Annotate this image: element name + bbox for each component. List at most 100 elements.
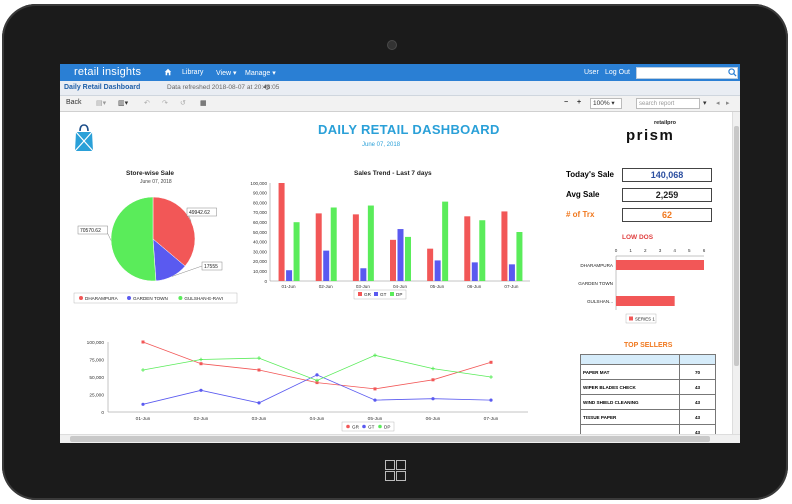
search-options-icon[interactable]: ▾ xyxy=(703,100,707,107)
logout-link[interactable]: Log Out xyxy=(605,69,630,76)
pie-title: Store-wise Sale xyxy=(126,170,175,177)
zoom-select[interactable]: 100% ▾ xyxy=(590,98,622,109)
bar-gr[interactable] xyxy=(390,239,396,281)
horizontal-scroll-thumb[interactable] xyxy=(70,436,710,442)
dashboard-canvas: DAILY RETAIL DASHBOARD June 07, 2018 ret… xyxy=(60,112,732,440)
legend-label: GR xyxy=(352,425,360,430)
seller-qty: 43 xyxy=(679,394,716,410)
report-search-input[interactable]: search report xyxy=(636,98,700,109)
horizontal-scrollbar[interactable] xyxy=(60,434,740,443)
undo-icon[interactable]: ↶ xyxy=(144,100,150,107)
line-point[interactable] xyxy=(489,398,493,402)
seller-qty: 43 xyxy=(679,379,716,395)
line-point[interactable] xyxy=(431,397,435,401)
line-point[interactable] xyxy=(315,378,319,383)
bar-gt[interactable] xyxy=(434,260,441,281)
pie-slice[interactable] xyxy=(110,196,157,282)
redo-icon[interactable]: ↷ xyxy=(162,100,168,107)
legend-label: DP xyxy=(384,425,390,430)
store-wise-pie-chart: 49942.62 17555 70570.62 DHARAMPURA GARDEN TO… xyxy=(73,196,238,304)
vertical-scroll-thumb[interactable] xyxy=(734,126,739,366)
low-dos-bar[interactable] xyxy=(616,296,675,306)
user-menu[interactable]: User xyxy=(584,69,599,76)
line-point[interactable] xyxy=(199,357,203,362)
line-point[interactable] xyxy=(373,398,377,402)
x-tick-label: 01-Jun xyxy=(282,284,296,289)
bar-gt[interactable] xyxy=(286,270,293,281)
line-point[interactable] xyxy=(257,368,261,372)
refresh-icon[interactable]: ⟲ xyxy=(263,83,270,92)
low-dos-bar[interactable] xyxy=(616,260,704,270)
line-point[interactable] xyxy=(431,366,435,371)
x-tick-label: 0 xyxy=(615,248,618,253)
line-point[interactable] xyxy=(315,381,319,385)
sales-trend-bar-chart: 0 10,000 20,000 30,000 40,000 50,000 60,000 70,… xyxy=(250,181,530,300)
bar-gr[interactable] xyxy=(278,183,285,281)
line-point[interactable] xyxy=(373,387,377,391)
bar-gt[interactable] xyxy=(471,262,478,281)
bar-dp[interactable] xyxy=(479,220,486,281)
line-point[interactable] xyxy=(199,388,203,392)
legend-label: GT xyxy=(380,292,387,297)
legend-marker xyxy=(358,292,362,296)
table-header-cell xyxy=(679,354,716,365)
reset-icon[interactable]: ↺ xyxy=(180,100,186,107)
bar-gr[interactable] xyxy=(315,213,322,281)
vertical-scrollbar[interactable] xyxy=(732,112,740,434)
line-point[interactable] xyxy=(257,401,261,405)
search-icon[interactable] xyxy=(728,68,737,77)
dashboard-date: June 07, 2018 xyxy=(362,142,401,148)
bar-gt[interactable] xyxy=(397,229,404,281)
line-point[interactable] xyxy=(431,378,435,382)
bar-gt[interactable] xyxy=(508,264,515,281)
bar-dp[interactable] xyxy=(405,236,411,281)
bar-dp[interactable] xyxy=(367,205,374,281)
table-header-row xyxy=(580,354,716,365)
global-search-input[interactable] xyxy=(636,67,738,79)
line-point[interactable] xyxy=(373,353,377,358)
bar-dp[interactable] xyxy=(442,201,449,281)
export-icon[interactable]: ▥▾ xyxy=(118,100,129,107)
home-icon[interactable] xyxy=(164,68,172,76)
bar-gt[interactable] xyxy=(360,268,367,281)
prev-result-icon[interactable]: ◂ xyxy=(716,100,720,107)
bar-gr[interactable] xyxy=(501,211,508,281)
line-point[interactable] xyxy=(141,340,145,344)
y-tick-label: 75,000 xyxy=(89,357,104,363)
y-tick-label: 70,000 xyxy=(253,210,267,215)
save-icon[interactable]: ▤▾ xyxy=(96,100,107,107)
shopping-bag-icon xyxy=(74,124,94,152)
nav-manage[interactable]: Manage ▾ xyxy=(245,70,276,77)
y-tick-label: 50,000 xyxy=(253,230,267,235)
back-button[interactable]: Back xyxy=(66,99,82,106)
report-search-placeholder: search report xyxy=(639,101,675,107)
bar-gr[interactable] xyxy=(352,214,359,281)
nav-library[interactable]: Library xyxy=(182,69,204,76)
report-toolbar: Back ▤▾ ▥▾ ↶ ↷ ↺ ▦ − + 100% ▾ search rep… xyxy=(60,96,740,112)
y-tick-label: GULSHAN... xyxy=(587,299,613,304)
zoom-in-button[interactable]: + xyxy=(577,99,582,106)
table-row: WIPER BLADES CHECK 43 xyxy=(580,379,716,395)
nav-view[interactable]: View ▾ xyxy=(216,70,237,77)
line-point[interactable] xyxy=(315,373,319,377)
next-result-icon[interactable]: ▸ xyxy=(726,100,730,107)
bar-gr[interactable] xyxy=(464,216,471,281)
calendar-icon[interactable]: ▦ xyxy=(200,100,207,107)
pie-label-box xyxy=(201,261,223,271)
line-point[interactable] xyxy=(489,375,493,379)
line-point[interactable] xyxy=(257,356,261,360)
bar-gr[interactable] xyxy=(427,248,434,281)
bar-dp[interactable] xyxy=(293,222,300,281)
table-row: TISSUE PAPER 43 xyxy=(580,409,716,425)
bar-dp[interactable] xyxy=(330,207,337,282)
line-point[interactable] xyxy=(199,362,203,366)
zoom-out-button[interactable]: − xyxy=(564,99,569,106)
y-tick-label: 30,000 xyxy=(253,249,267,254)
windows-logo-icon[interactable] xyxy=(385,460,407,482)
bar-dp[interactable] xyxy=(516,232,523,281)
line-point[interactable] xyxy=(141,368,145,372)
x-tick-label: 05-Jun xyxy=(430,284,444,289)
line-point[interactable] xyxy=(489,360,493,364)
bar-gt[interactable] xyxy=(323,250,330,281)
line-point[interactable] xyxy=(141,402,145,406)
